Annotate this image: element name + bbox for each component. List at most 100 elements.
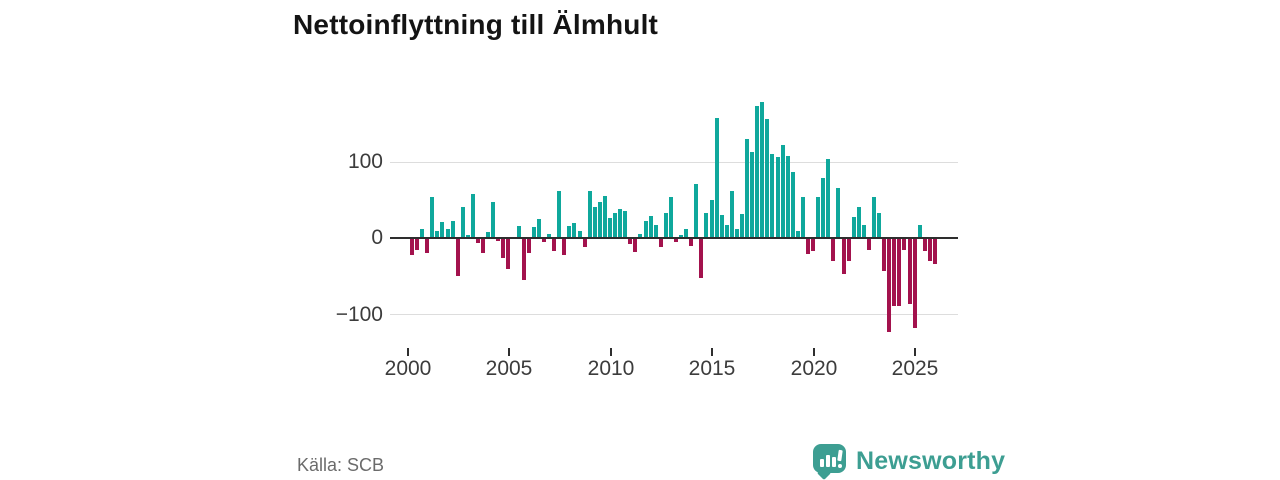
zero-baseline bbox=[390, 237, 958, 239]
bar bbox=[633, 239, 638, 252]
bar bbox=[780, 145, 785, 237]
bar bbox=[800, 197, 805, 237]
bar bbox=[440, 221, 445, 237]
bar bbox=[577, 230, 582, 237]
bar bbox=[491, 202, 496, 237]
bar bbox=[674, 239, 678, 243]
bar bbox=[582, 239, 587, 248]
x-axis-label-2005: 2005 bbox=[485, 357, 533, 380]
bar bbox=[811, 239, 816, 252]
bar bbox=[623, 211, 628, 237]
bar bbox=[795, 230, 800, 237]
bar bbox=[572, 222, 577, 237]
bar bbox=[445, 229, 450, 237]
bar bbox=[618, 208, 623, 237]
bar bbox=[547, 233, 552, 237]
bar bbox=[922, 239, 927, 252]
bar bbox=[785, 155, 790, 237]
bar bbox=[882, 239, 887, 271]
logo-exclamation-dot-icon bbox=[838, 464, 842, 468]
x-tick-2015 bbox=[711, 348, 713, 356]
newsworthy-brand: Newsworthy bbox=[813, 444, 1005, 480]
x-tick-2005 bbox=[508, 348, 510, 356]
bar bbox=[826, 158, 831, 237]
bar bbox=[597, 202, 602, 237]
logo-bar-icon bbox=[826, 455, 830, 467]
bar bbox=[435, 230, 440, 237]
bar bbox=[740, 214, 744, 237]
bar bbox=[912, 239, 917, 328]
bar bbox=[415, 239, 420, 250]
x-axis-label-2010: 2010 bbox=[587, 357, 635, 380]
bar bbox=[552, 239, 557, 252]
bar bbox=[704, 212, 709, 237]
bar bbox=[750, 151, 755, 237]
bar bbox=[663, 212, 668, 237]
bar bbox=[608, 218, 612, 237]
bar bbox=[684, 229, 689, 237]
y-axis-label-100: 100 bbox=[347, 150, 383, 173]
x-tick-2025 bbox=[914, 348, 916, 356]
bar bbox=[562, 239, 567, 255]
bar bbox=[892, 239, 897, 306]
bar bbox=[887, 239, 892, 333]
x-tick-2010 bbox=[610, 348, 612, 356]
bar bbox=[790, 172, 795, 237]
bar bbox=[846, 239, 851, 262]
bar bbox=[856, 207, 861, 237]
bar bbox=[526, 239, 531, 254]
bar bbox=[907, 239, 912, 305]
bar bbox=[567, 226, 572, 237]
bar bbox=[897, 239, 902, 306]
bar bbox=[430, 197, 435, 237]
bar bbox=[481, 239, 486, 253]
x-tick-2000 bbox=[407, 348, 409, 356]
bar bbox=[496, 239, 501, 241]
plot-area bbox=[390, 90, 958, 356]
bar bbox=[745, 138, 750, 237]
bar bbox=[770, 154, 775, 237]
bar bbox=[699, 239, 704, 278]
bar bbox=[450, 221, 455, 237]
bar bbox=[861, 224, 866, 237]
source-caption: Källa: SCB bbox=[297, 455, 385, 475]
bar bbox=[602, 195, 607, 237]
bar bbox=[638, 233, 643, 237]
bar bbox=[851, 217, 856, 237]
bar bbox=[536, 218, 541, 237]
bar bbox=[932, 239, 937, 265]
bar bbox=[729, 190, 734, 237]
bar bbox=[821, 177, 826, 237]
bar bbox=[902, 239, 907, 250]
bar bbox=[658, 239, 663, 248]
bar bbox=[557, 190, 562, 237]
gridline-minus100 bbox=[390, 314, 958, 315]
bar bbox=[506, 239, 511, 270]
bar bbox=[765, 119, 770, 237]
bar bbox=[694, 183, 699, 237]
bar bbox=[542, 239, 546, 243]
x-axis-label-2015: 2015 bbox=[688, 357, 736, 380]
bar bbox=[836, 187, 841, 237]
bar bbox=[592, 207, 597, 237]
bar bbox=[420, 228, 425, 237]
x-axis-label-2000: 2000 bbox=[384, 357, 432, 380]
bar bbox=[501, 239, 506, 258]
bar bbox=[917, 224, 922, 237]
bar bbox=[841, 239, 846, 274]
gridline-100 bbox=[390, 162, 958, 163]
x-tick-2020 bbox=[813, 348, 815, 356]
bar bbox=[755, 105, 760, 237]
bar bbox=[486, 232, 491, 237]
bar bbox=[816, 197, 821, 237]
bar bbox=[831, 239, 836, 262]
bar bbox=[516, 225, 521, 237]
logo-bar-icon bbox=[820, 459, 824, 467]
y-axis-label-minus100: −100 bbox=[335, 303, 383, 326]
bar bbox=[927, 239, 932, 262]
bar bbox=[643, 221, 648, 237]
bar bbox=[455, 239, 460, 277]
bar bbox=[521, 239, 526, 281]
bar bbox=[587, 191, 592, 237]
bar bbox=[425, 239, 430, 253]
